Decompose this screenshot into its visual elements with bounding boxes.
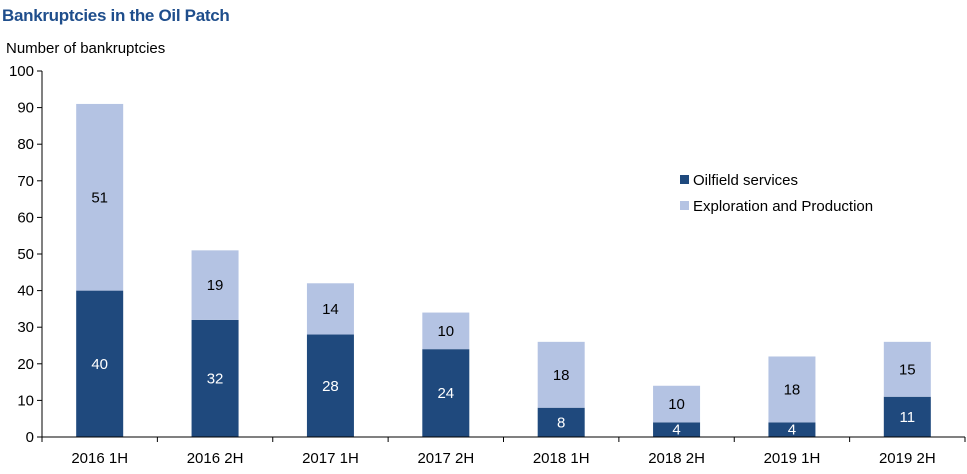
y-tick-label: 60 bbox=[17, 209, 34, 226]
data-label: 10 bbox=[668, 396, 685, 413]
bar-segment bbox=[191, 319, 239, 437]
bar-segment bbox=[76, 290, 124, 437]
y-tick-label: 10 bbox=[17, 392, 34, 409]
bars: 40 51 32 19 28 14 24 10 8 18 4 10 4 18 11 15 bbox=[76, 103, 931, 438]
data-label: 51 bbox=[91, 189, 108, 206]
y-tick-label: 30 bbox=[17, 319, 34, 336]
x-tick-label: 2018 2H bbox=[648, 450, 705, 467]
legend-label: Exploration and Production bbox=[693, 198, 873, 215]
bar-segment bbox=[653, 422, 701, 437]
x-tick-label: 2017 1H bbox=[302, 450, 359, 467]
bar-segment bbox=[883, 396, 931, 437]
y-tick-label: 90 bbox=[17, 100, 34, 117]
y-tick-label: 70 bbox=[17, 173, 34, 190]
data-label: 15 bbox=[899, 361, 916, 378]
data-label: 11 bbox=[900, 409, 916, 426]
bar-segment bbox=[653, 385, 701, 423]
data-label: 4 bbox=[672, 421, 680, 438]
x-tick-label: 2018 1H bbox=[533, 450, 590, 467]
y-tick-label: 20 bbox=[17, 356, 34, 373]
data-label: 18 bbox=[784, 381, 801, 398]
data-label: 40 bbox=[91, 356, 108, 373]
data-label: 32 bbox=[207, 370, 224, 387]
bar-segment bbox=[537, 407, 585, 437]
chart-title: Bankruptcies in the Oil Patch bbox=[2, 6, 230, 25]
y-axis-label: Number of bankruptcies bbox=[6, 40, 165, 57]
bar-segment bbox=[306, 334, 354, 437]
bar-segment bbox=[768, 422, 816, 437]
data-label: 10 bbox=[437, 323, 454, 340]
x-tick-label: 2017 2H bbox=[417, 450, 474, 467]
bar-segment bbox=[76, 103, 124, 291]
y-tick-label: 40 bbox=[17, 283, 34, 300]
x-axis: 2016 1H 2016 2H 2017 1H 2017 2H 2018 1H 2018 … bbox=[41, 436, 966, 467]
legend: Oilfield services Exploration and Product… bbox=[680, 172, 873, 215]
bar-segment bbox=[191, 250, 239, 320]
bar-segment bbox=[306, 283, 354, 335]
legend-swatch bbox=[680, 201, 689, 210]
legend-swatch bbox=[680, 175, 689, 184]
x-tick-label: 2016 1H bbox=[71, 450, 128, 467]
bar-segment bbox=[422, 312, 470, 350]
x-tick-label: 2019 1H bbox=[764, 450, 821, 467]
y-tick-label: 80 bbox=[17, 136, 34, 153]
x-tick-label: 2016 2H bbox=[187, 450, 244, 467]
bar-segment bbox=[422, 349, 470, 437]
legend-label: Oilfield services bbox=[693, 172, 798, 189]
data-label: 18 bbox=[553, 367, 570, 384]
bar-segment bbox=[537, 341, 585, 408]
data-label: 8 bbox=[557, 414, 565, 431]
y-tick-label: 50 bbox=[17, 246, 34, 263]
x-tick-label: 2019 2H bbox=[879, 450, 936, 467]
data-label: 4 bbox=[788, 421, 796, 438]
y-tick-label: 0 bbox=[26, 429, 34, 446]
y-tick-label: 100 bbox=[9, 63, 34, 80]
data-label: 28 bbox=[322, 378, 339, 395]
y-axis: 0 10 20 30 40 50 60 70 80 90 100 bbox=[9, 63, 43, 446]
data-label: 19 bbox=[207, 277, 224, 294]
data-label: 14 bbox=[322, 301, 339, 318]
bar-segment bbox=[768, 356, 816, 423]
data-label: 24 bbox=[437, 385, 454, 402]
bar-segment bbox=[883, 341, 931, 397]
